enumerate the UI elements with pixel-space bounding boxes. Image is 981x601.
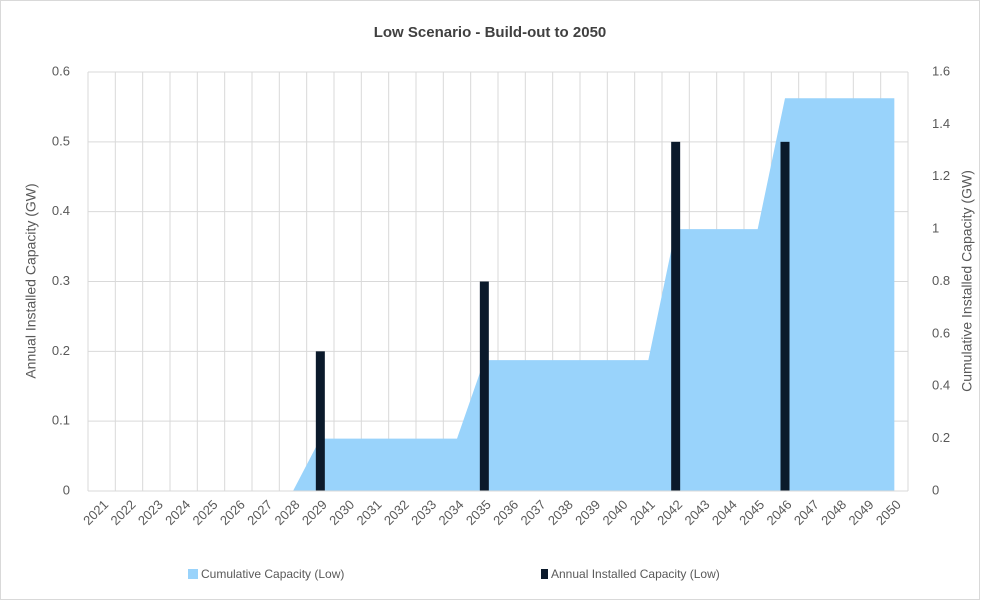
- y2-tick-label: 1.2: [932, 168, 950, 183]
- cumulative-area: [101, 98, 895, 491]
- y-axis-label: Annual Installed Capacity (GW): [23, 183, 39, 378]
- bar: [479, 281, 489, 491]
- y-tick-label: 0: [63, 482, 70, 497]
- y2-tick-label: 1.6: [932, 63, 950, 78]
- legend-swatch: [188, 569, 198, 579]
- legend-swatch: [541, 569, 548, 579]
- bar: [780, 141, 790, 492]
- y2-tick-label: 0: [932, 482, 939, 497]
- y2-tick-label: 1: [932, 221, 939, 236]
- bar: [315, 351, 325, 491]
- legend-label: Annual Installed Capacity (Low): [551, 567, 720, 581]
- y-tick-label: 0.1: [52, 413, 70, 428]
- y2-tick-label: 0.2: [932, 430, 950, 445]
- y-tick-label: 0.3: [52, 273, 70, 288]
- chart-title: Low Scenario - Build-out to 2050: [374, 24, 607, 41]
- y2-tick-label: 0.6: [932, 325, 950, 340]
- y-tick-label: 0.2: [52, 343, 70, 358]
- y2-tick-label: 1.4: [932, 116, 950, 131]
- y2-tick-label: 0.4: [932, 378, 950, 393]
- bar: [671, 141, 681, 492]
- y-tick-label: 0.6: [52, 63, 70, 78]
- y-tick-label: 0.4: [52, 203, 70, 218]
- y-tick-label: 0.5: [52, 133, 70, 148]
- legend-label: Cumulative Capacity (Low): [201, 567, 344, 581]
- y2-tick-label: 0.8: [932, 273, 950, 288]
- y2-axis-label: Cumulative Installed Capacity (GW): [959, 170, 975, 392]
